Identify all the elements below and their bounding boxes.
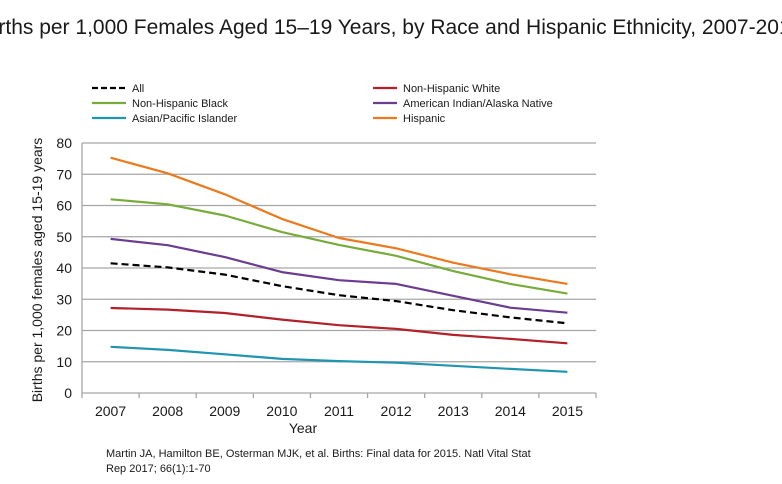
y-tick-label: 0 [64,385,72,401]
y-tick-label: 60 [56,198,72,214]
series-line-non-hispanic-black [110,198,568,295]
y-tick-label: 80 [56,135,72,151]
x-tick-label: 2009 [209,403,240,419]
legend-label: Non-Hispanic White [403,83,500,95]
x-tick-label: 2014 [495,403,526,419]
series-line-asian-pacific-islander [110,345,568,373]
x-tick-label: 2011 [324,403,354,419]
x-tick-label: 2013 [438,403,469,419]
legend-label: All [132,83,144,95]
y-tick-label: 50 [56,229,72,245]
series-line-hispanic [110,156,568,285]
y-axis-label: Births per 1,000 females aged 15-19 year… [29,138,45,403]
x-tick-label: 2007 [95,403,126,419]
y-tick-label: 10 [56,354,72,370]
y-tick-label: 40 [56,260,72,276]
legend-label: Hispanic [403,113,446,125]
legend-label: American Indian/Alaska Native [403,98,553,110]
legend-label: Non-Hispanic Black [132,98,228,110]
y-tick-label: 20 [56,323,72,339]
chart-title: Births per 1,000 Females Aged 15–19 Year… [0,16,782,39]
x-tick-label: 2008 [152,403,183,419]
x-tick-label: 2010 [266,403,297,419]
x-axis-label: Year [289,420,318,436]
x-tick-label: 2015 [552,403,583,419]
x-tick-label: 2012 [381,403,412,419]
series-line-non-hispanic-white [110,306,568,345]
source-line-2: Rep 2017; 66(1):1-70 [106,463,211,475]
y-tick-label: 30 [56,291,72,307]
y-tick-label: 70 [56,166,72,182]
source-line-1: Martin JA, Hamilton BE, Osterman MJK, et… [106,448,531,460]
legend-label: Asian/Pacific Islander [132,113,237,125]
series-line-american-indian-alaska-native [110,237,568,314]
